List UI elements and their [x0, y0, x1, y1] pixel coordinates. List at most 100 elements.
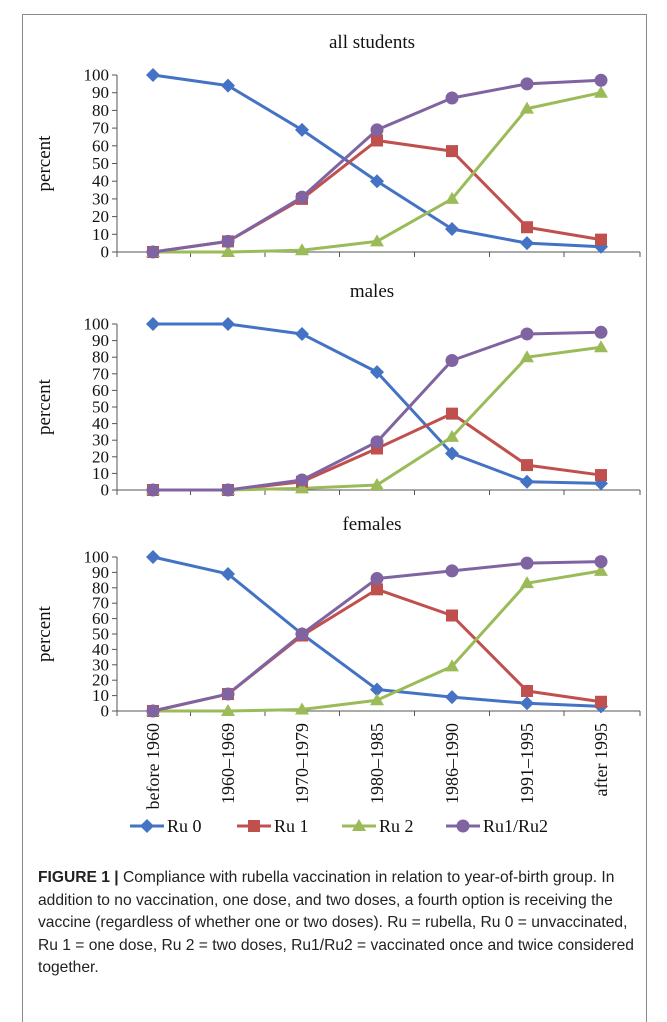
- data-point: [221, 704, 235, 716]
- y-tick-label: 60: [92, 381, 109, 400]
- legend-label: Ru1/Ru2: [483, 816, 548, 836]
- x-category-label: 1960–1969: [218, 723, 238, 804]
- data-point: [371, 134, 383, 147]
- data-point: [445, 91, 459, 105]
- data-point: [370, 234, 384, 247]
- data-point: [445, 429, 459, 442]
- data-point: [295, 481, 309, 494]
- chart-legend: Ru 0 Ru 1 Ru 2 Ru1/Ru2: [130, 816, 548, 836]
- data-point: [595, 695, 607, 708]
- figure-frame: [22, 14, 647, 1022]
- x-category-label: after 1995: [591, 723, 611, 796]
- data-point: [520, 474, 534, 489]
- data-point: [595, 469, 607, 482]
- y-tick-label: 80: [92, 578, 109, 597]
- data-point: [370, 682, 384, 697]
- y-tick-label: 100: [84, 315, 110, 334]
- data-point: [371, 583, 383, 596]
- chart-figure: all students0102030405060708090100percen…: [34, 32, 641, 836]
- panel-title: females: [342, 514, 401, 535]
- data-point: [370, 435, 384, 449]
- data-point: [521, 684, 533, 697]
- y-tick-label: 40: [92, 414, 109, 433]
- data-point: [146, 245, 160, 259]
- data-point: [445, 354, 459, 368]
- figure-label: FIGURE 1 |: [38, 869, 119, 886]
- y-tick-label: 90: [92, 331, 109, 350]
- x-category-label: 1986–1990: [442, 723, 462, 804]
- data-point: [295, 326, 309, 341]
- data-point: [520, 77, 534, 91]
- figure-caption: FIGURE 1 | Compliance with rubella vacci…: [38, 867, 638, 980]
- y-tick-label: 40: [92, 172, 109, 191]
- data-point: [221, 483, 235, 497]
- data-point: [370, 123, 384, 137]
- data-point: [295, 702, 309, 715]
- data-point: [445, 191, 459, 204]
- y-tick-label: 50: [92, 398, 109, 417]
- legend-label: Ru 2: [379, 816, 414, 836]
- legend-marker: [352, 819, 366, 831]
- data-point: [221, 317, 235, 331]
- y-tick-label: 60: [92, 136, 109, 155]
- data-point: [370, 174, 384, 189]
- data-point: [221, 245, 235, 257]
- data-point: [370, 693, 384, 706]
- x-category-label: before 1960: [143, 723, 163, 809]
- data-point: [594, 73, 608, 87]
- x-category-label: 1970–1979: [292, 723, 312, 804]
- y-tick-label: 50: [92, 625, 109, 644]
- y-axis-label: percent: [34, 135, 55, 192]
- y-tick-label: 0: [101, 702, 110, 721]
- data-point: [146, 483, 160, 497]
- panel-title: males: [350, 281, 394, 302]
- legend-marker: [456, 819, 470, 833]
- data-point: [520, 696, 534, 711]
- y-axis-label: percent: [34, 378, 55, 435]
- y-tick-label: 10: [92, 464, 109, 483]
- y-tick-label: 80: [92, 348, 109, 367]
- y-tick-label: 20: [92, 447, 109, 466]
- legend-marker: [248, 820, 260, 832]
- y-tick-label: 0: [101, 243, 110, 262]
- data-point: [520, 556, 534, 570]
- panel-title: all students: [329, 32, 415, 53]
- data-point: [146, 68, 160, 82]
- x-category-label: 1991–1995: [517, 723, 537, 804]
- y-tick-label: 10: [92, 686, 109, 705]
- legend-label: Ru 1: [274, 816, 309, 836]
- data-point: [445, 446, 459, 461]
- data-point: [295, 122, 309, 137]
- data-point: [594, 340, 608, 353]
- data-point: [221, 687, 235, 701]
- data-point: [295, 190, 309, 204]
- legend-label: Ru 0: [167, 816, 202, 836]
- y-tick-label: 100: [84, 548, 110, 567]
- legend-marker: [140, 819, 154, 833]
- data-point: [520, 350, 534, 363]
- data-point: [445, 659, 459, 672]
- y-tick-label: 40: [92, 640, 109, 659]
- data-point: [521, 221, 533, 234]
- y-tick-label: 10: [92, 225, 109, 244]
- data-point: [370, 572, 384, 586]
- data-point: [520, 576, 534, 589]
- y-tick-label: 0: [101, 481, 110, 500]
- y-tick-label: 20: [92, 207, 109, 226]
- y-tick-label: 60: [92, 609, 109, 628]
- data-point: [295, 627, 309, 641]
- data-point: [520, 327, 534, 341]
- data-point: [146, 704, 160, 718]
- data-point: [146, 317, 160, 331]
- y-tick-label: 30: [92, 189, 109, 208]
- y-tick-label: 20: [92, 671, 109, 690]
- y-tick-label: 50: [92, 154, 109, 173]
- data-point: [295, 473, 309, 487]
- data-point: [370, 478, 384, 491]
- caption-text: Compliance with rubella vaccination in r…: [38, 869, 634, 976]
- data-point: [221, 78, 235, 93]
- data-point: [520, 236, 534, 251]
- y-axis-label: percent: [34, 605, 55, 662]
